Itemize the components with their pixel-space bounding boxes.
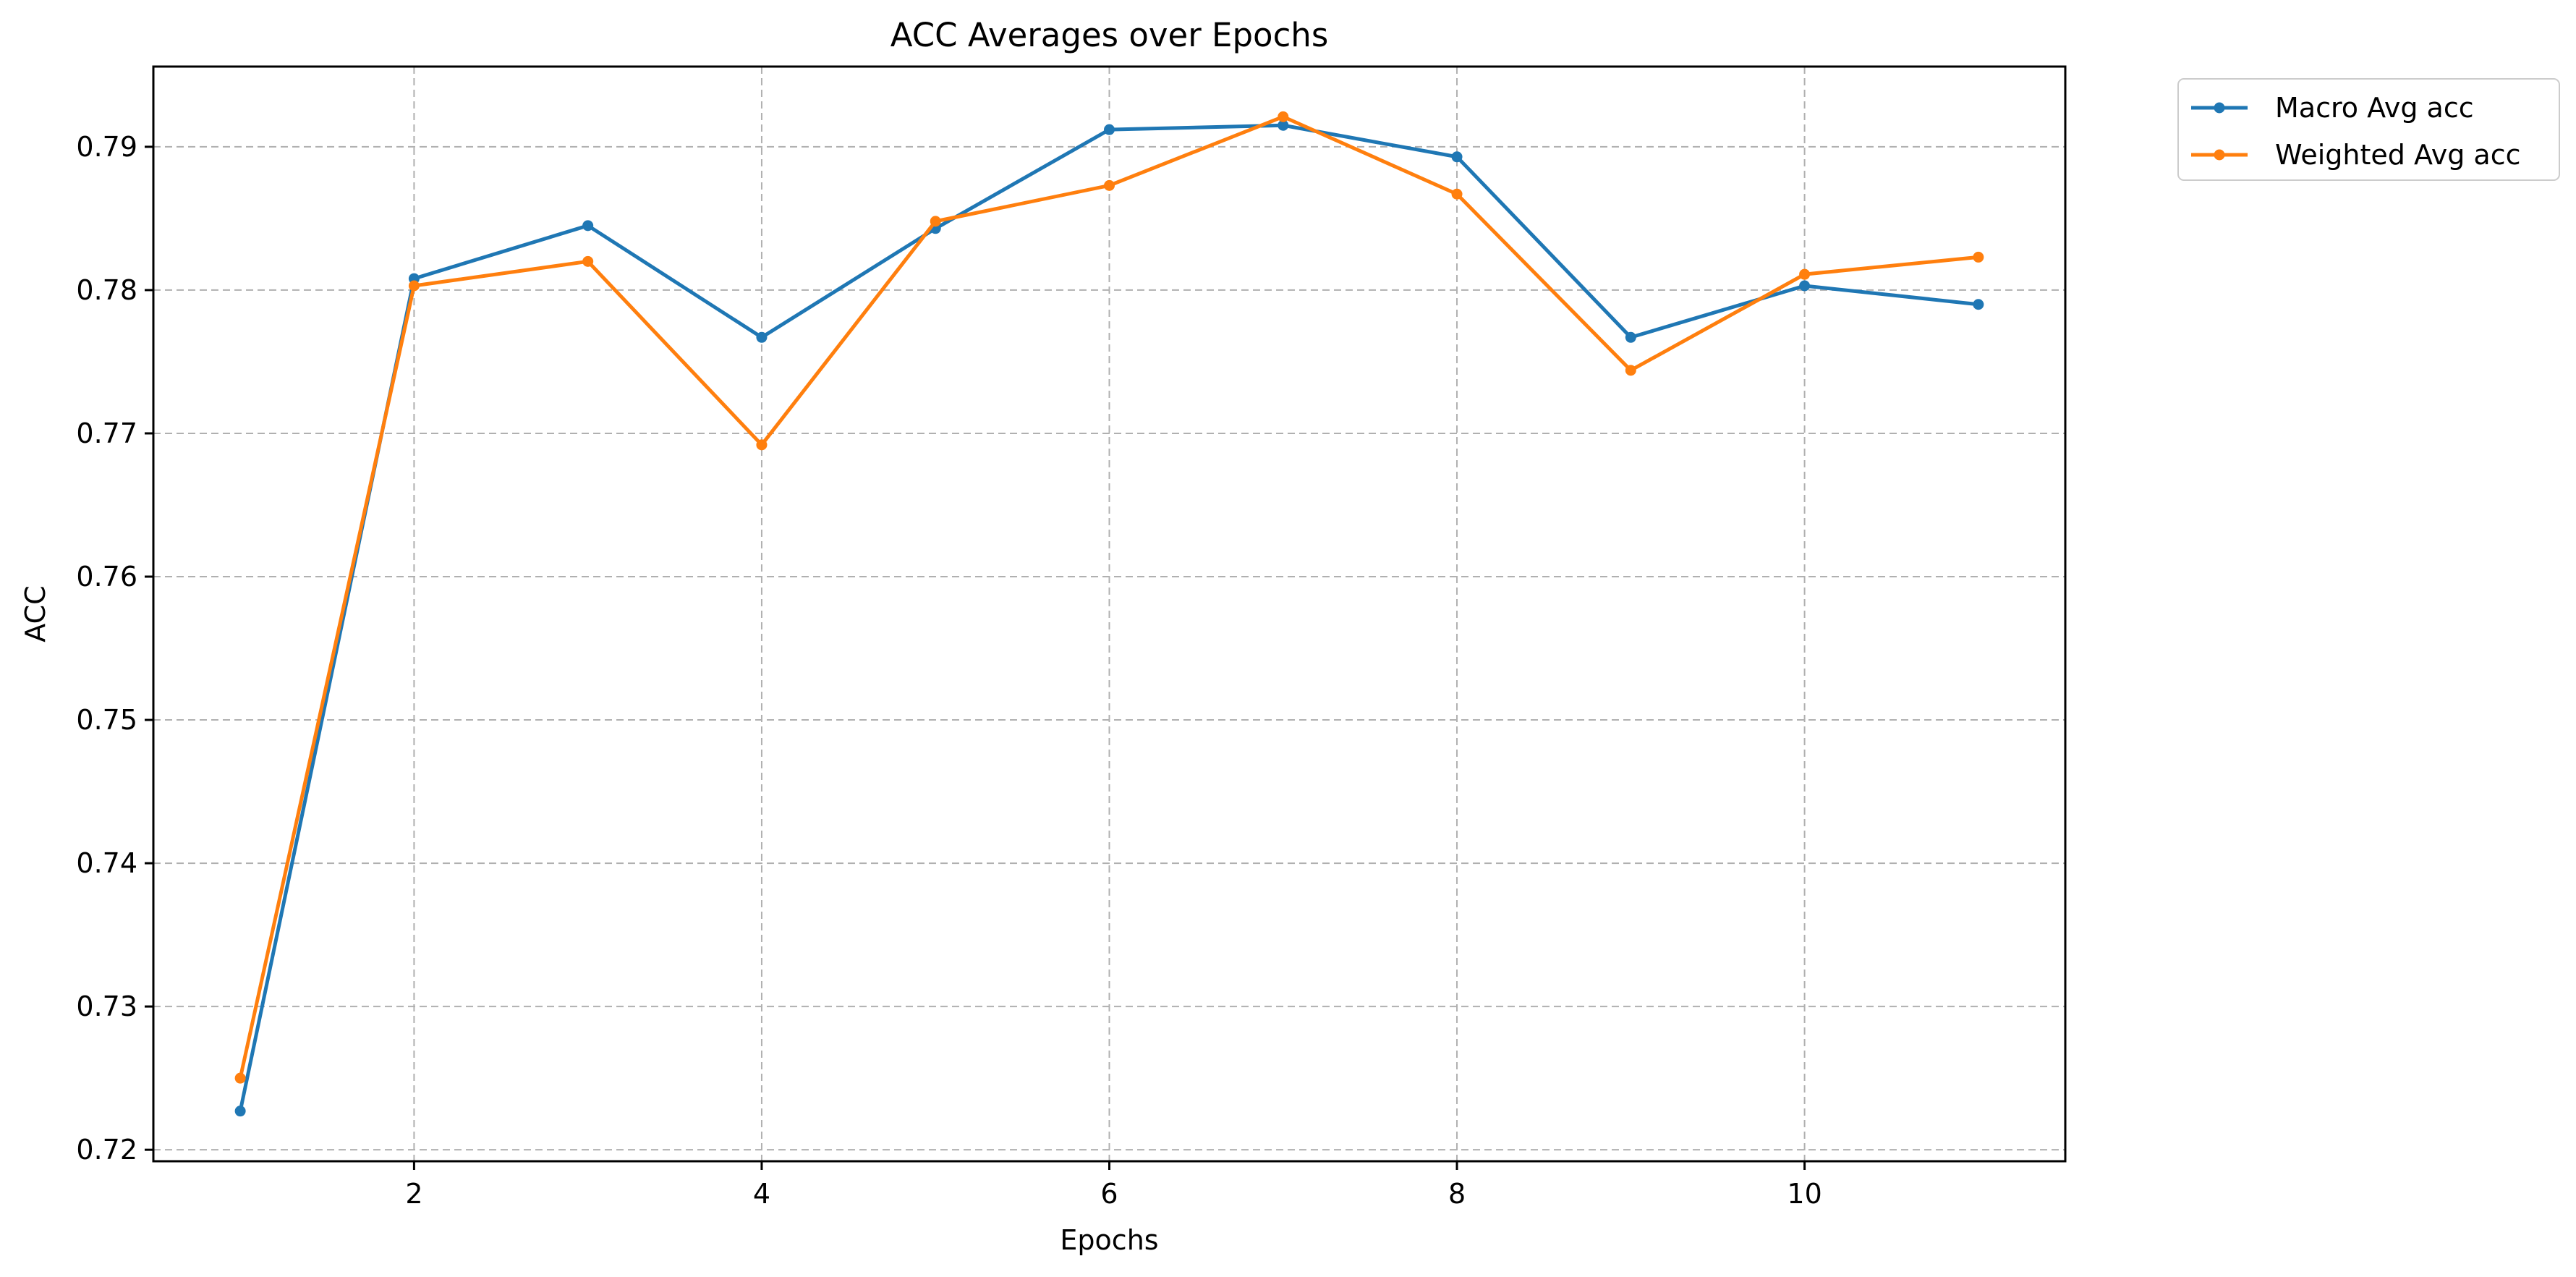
series-weighted-avg-acc xyxy=(234,111,1984,1084)
legend-item: Macro Avg acc xyxy=(2191,92,2474,124)
x-tick-label: 8 xyxy=(1448,1178,1466,1210)
data-point xyxy=(1799,280,1811,292)
x-tick-label: 10 xyxy=(1787,1178,1822,1210)
x-axis-label: Epochs xyxy=(1060,1224,1158,1256)
data-point xyxy=(408,280,420,292)
legend-label: Macro Avg acc xyxy=(2275,92,2474,124)
data-point xyxy=(1104,124,1115,135)
y-axis-label: ACC xyxy=(20,585,51,642)
x-tick-label: 6 xyxy=(1100,1178,1118,1210)
data-point xyxy=(1625,331,1636,343)
data-point xyxy=(582,220,594,232)
data-point xyxy=(930,216,941,227)
y-tick-label: 0.75 xyxy=(76,704,137,736)
y-tick-label: 0.77 xyxy=(76,417,137,449)
x-tick-label: 4 xyxy=(753,1178,770,1210)
data-point xyxy=(234,1072,246,1084)
data-point xyxy=(234,1106,246,1117)
grid xyxy=(153,67,2065,1161)
y-tick-label: 0.74 xyxy=(76,847,137,879)
chart-title: ACC Averages over Epochs xyxy=(890,16,1329,54)
data-point xyxy=(1451,188,1463,200)
y-tick-label: 0.73 xyxy=(76,990,137,1022)
data-point xyxy=(1799,268,1811,280)
data-point xyxy=(1278,119,1289,131)
legend-box xyxy=(2177,78,2560,181)
legend-swatch-marker xyxy=(2214,102,2225,114)
data-point xyxy=(756,331,768,343)
legend-item: Weighted Avg acc xyxy=(2191,139,2521,171)
data-point xyxy=(1278,111,1289,122)
data-point xyxy=(1104,179,1115,191)
x-tick-label: 2 xyxy=(405,1178,422,1210)
legend-label: Weighted Avg acc xyxy=(2275,139,2521,171)
legend: Macro Avg acc Weighted Avg acc xyxy=(2177,78,2560,181)
data-point xyxy=(1451,151,1463,163)
data-point xyxy=(1973,299,1984,310)
y-tick-label: 0.76 xyxy=(76,561,137,593)
y-tick-label: 0.79 xyxy=(76,131,137,163)
y-tick-label: 0.78 xyxy=(76,274,137,306)
ticks: 2 4 6 8 10 0.72 0.73 0.74 0.75 0.76 0.77 0.78 0.79 xyxy=(76,131,1822,1210)
legend-swatch-marker xyxy=(2214,149,2225,161)
y-tick-label: 0.72 xyxy=(76,1134,137,1166)
series-layer xyxy=(234,111,1984,1117)
data-point xyxy=(756,439,768,451)
data-point xyxy=(582,255,594,267)
data-point xyxy=(1625,365,1636,376)
data-point xyxy=(1973,251,1984,263)
